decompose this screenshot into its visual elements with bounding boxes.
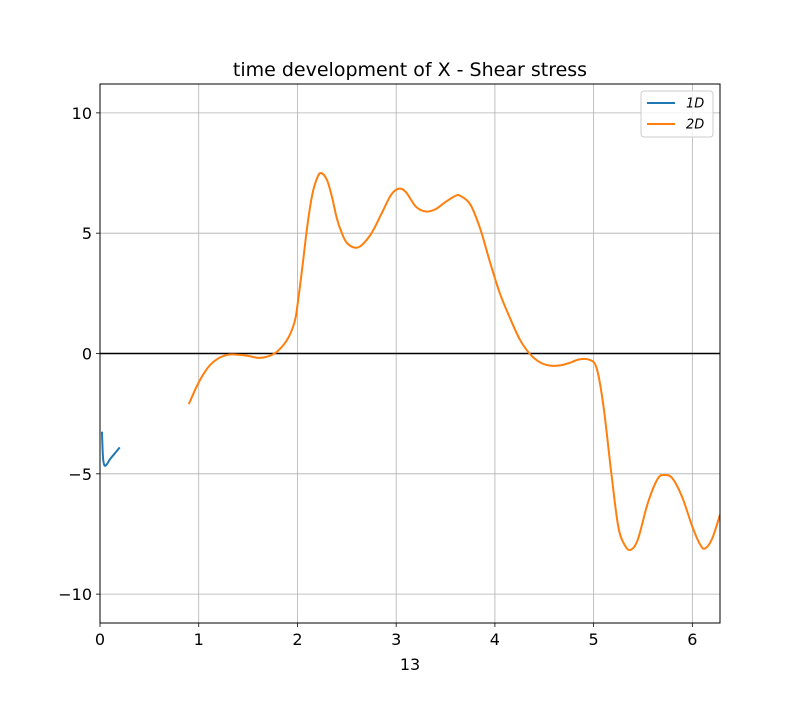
y-tick-label: −10: [58, 585, 92, 604]
x-tick-label: 2: [292, 630, 302, 649]
series-lines: [100, 171, 720, 552]
legend-label-1d: 1D: [686, 97, 704, 112]
legend-label-2d: 2D: [686, 118, 704, 133]
x-tick-label: 5: [589, 630, 599, 649]
y-tick-label: 0: [82, 345, 92, 364]
x-tick-label: 6: [687, 630, 697, 649]
x-tick-label: 1: [194, 630, 204, 649]
y-tick-label: −5: [68, 465, 92, 484]
x-tick-label: 4: [490, 630, 500, 649]
axis-ticks: 0 1 2 3 4 5 6 −10 −5 0 5 10: [58, 104, 697, 649]
x-axis-label: 13: [400, 655, 420, 674]
y-tick-label: 5: [82, 224, 92, 243]
legend: 1D 2D: [640, 90, 714, 138]
series-line-1d: [100, 431, 121, 467]
chart-title: time development of X - Shear stress: [233, 59, 587, 81]
y-tick-label: 10: [72, 104, 92, 123]
x-tick-label: 3: [391, 630, 401, 649]
x-tick-label: 0: [95, 630, 105, 649]
series-line-2d: [187, 171, 720, 552]
